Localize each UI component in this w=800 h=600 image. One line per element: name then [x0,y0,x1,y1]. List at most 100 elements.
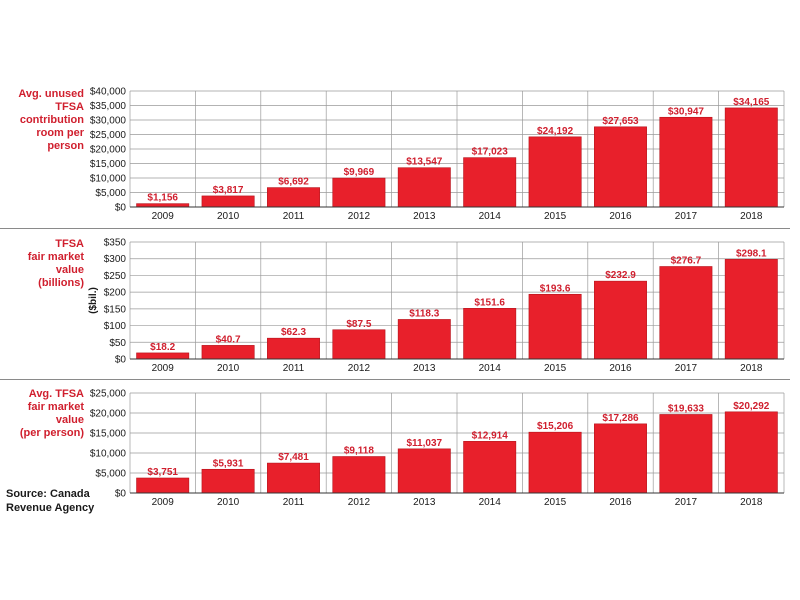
chart-2-xtick-label: 2016 [609,363,632,374]
chart-2-xtick-label: 2017 [675,363,698,374]
chart-1-bar [659,116,713,208]
panel-2-title: TFSA fair market value (billions) [27,238,84,289]
chart-3-bar [397,448,451,494]
chart-3-ytick-label: $5,000 [95,469,126,480]
chart-3-bar [267,462,320,494]
chart-2-bar [724,259,778,360]
chart-3-bar [724,411,778,494]
chart-2-ytick-label: $50 [109,338,126,349]
chart-1-ytick-label: $5,000 [95,188,126,199]
chart-3-bar [201,468,255,494]
chart-3-ytick-label: $15,000 [90,429,127,440]
chart-1-ytick-label: $35,000 [90,101,127,112]
chart-1-data-label: $17,023 [472,147,509,158]
chart-3-bar [463,441,517,494]
chart-3-ytick-label: $10,000 [90,449,127,460]
chart-2-ylabel: ($bil.) [88,287,99,314]
chart-1-ytick-label: $0 [115,203,127,214]
divider-1 [0,228,790,229]
chart-2-ytick-label: $0 [115,355,127,366]
chart-1-ytick-label: $15,000 [90,159,127,170]
chart-2-xtick-label: 2011 [283,363,305,374]
chart-1-xtick-label: 2014 [479,211,502,222]
chart-1-bar [332,177,386,208]
chart-1-data-label: $34,165 [733,97,770,108]
chart-2-bar [659,266,713,360]
chart-2-ytick-label: $100 [104,321,127,332]
chart-1-xtick-label: 2009 [152,211,175,222]
chart-2-data-label: $232.9 [605,270,636,281]
chart-1-xtick-label: 2013 [413,211,436,222]
chart-3-bar [594,423,647,494]
chart-2-bar [136,352,190,360]
chart-3-data-label: $17,286 [602,413,639,424]
chart-1-data-label: $13,547 [406,157,443,168]
chart-2-bar [397,319,451,360]
chart-3-data-label: $19,633 [668,403,705,414]
chart-2-ytick-label: $350 [104,238,127,249]
chart-1-bar [136,203,190,208]
chart-3-xtick-label: 2012 [348,497,371,508]
chart-3-xtick-label: 2017 [675,497,698,508]
chart-2-data-label: $298.1 [736,248,767,259]
chart-3-xtick-label: 2009 [152,497,175,508]
chart-1-bar [201,195,255,208]
chart-2-xtick-label: 2015 [544,363,567,374]
chart-3-data-label: $7,481 [278,452,309,463]
chart-1-ytick-label: $30,000 [90,116,127,127]
chart-2-xtick-label: 2013 [413,363,436,374]
chart-2-data-label: $62.3 [281,327,306,338]
chart-3-bar [659,414,713,494]
chart-1-bar [724,107,778,208]
chart-2-bar [332,329,386,360]
chart-1-ytick-label: $10,000 [90,174,127,185]
chart-3-xtick-label: 2013 [413,497,436,508]
chart-2-bar [528,293,582,360]
chart-3-data-label: $11,037 [406,438,442,449]
chart-1-bar [397,167,451,208]
chart-1-data-label: $1,156 [147,193,178,204]
chart-2-data-label: $276.7 [671,256,702,267]
chart-1-xtick-label: 2015 [544,211,567,222]
chart-3-data-label: $9,118 [344,446,374,457]
chart-2-bar [267,337,320,360]
chart-1-ytick-label: $25,000 [90,130,127,141]
chart-2-data-label: $40.7 [216,334,241,345]
chart-3-xtick-label: 2010 [217,497,240,508]
chart-2-bar [594,280,647,360]
chart-1-data-label: $30,947 [668,106,705,117]
chart-2-xtick-label: 2010 [217,363,240,374]
chart-1-xtick-label: 2011 [283,211,305,222]
chart-3-xtick-label: 2011 [283,497,305,508]
chart-3-xtick-label: 2015 [544,497,567,508]
chart-2-bar [201,345,255,360]
panel-3-title: Avg. TFSA fair market value (per person) [19,388,84,439]
chart-2-xtick-label: 2018 [740,363,763,374]
chart-1-bar [463,157,517,208]
chart-3-xtick-label: 2014 [479,497,502,508]
chart-2-xtick-label: 2012 [348,363,371,374]
chart-1-xtick-label: 2016 [609,211,632,222]
chart-3-bar [136,477,190,494]
chart-1-xtick-label: 2012 [348,211,371,222]
chart-1-ytick-label: $40,000 [90,87,127,98]
chart-2-ytick-label: $150 [104,304,127,315]
chart-2-ytick-label: $300 [104,254,127,265]
chart-2-data-label: $118.3 [409,308,439,319]
chart-2-xtick-label: 2014 [479,363,502,374]
chart-2-data-label: $18.2 [150,342,175,353]
chart-1-ytick-label: $20,000 [90,145,127,156]
chart-1-xtick-label: 2010 [217,211,240,222]
chart-1-data-label: $24,192 [537,126,574,137]
chart-3-ytick-label: $20,000 [90,409,127,420]
chart-1-data-label: $6,692 [278,177,309,188]
chart-3-data-label: $3,751 [147,467,178,478]
chart-3-xtick-label: 2018 [740,497,763,508]
chart-3-ytick-label: $25,000 [90,389,127,400]
chart-3-ytick-label: $0 [115,489,127,500]
chart-2-xtick-label: 2009 [152,363,175,374]
chart-1-data-label: $9,969 [344,167,375,178]
chart-1-bar [528,136,582,208]
chart-2-bar [463,308,517,360]
